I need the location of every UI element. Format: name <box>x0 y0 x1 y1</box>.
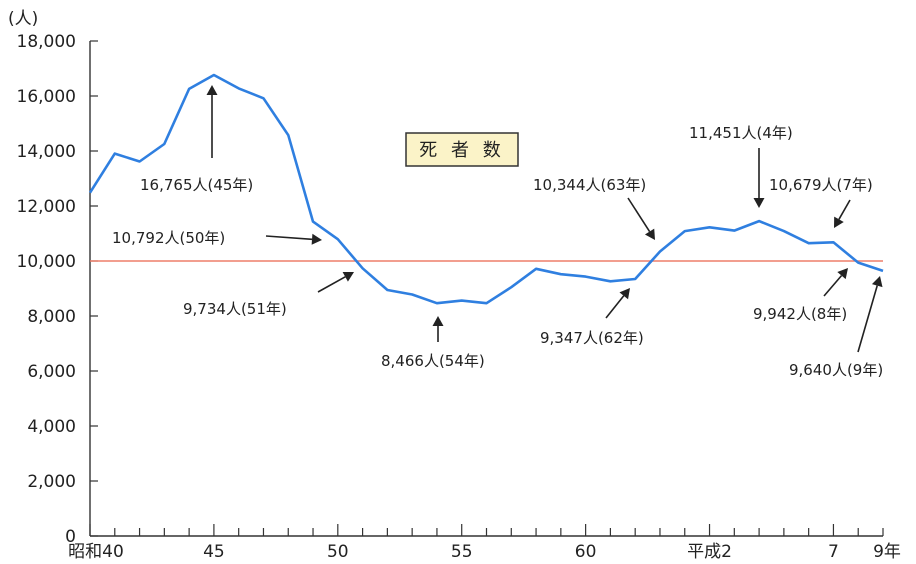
annotation: 9,640人(9年) <box>789 276 883 379</box>
y-tick-label: 12,000 <box>17 197 76 217</box>
annotation: 10,792人(50年) <box>112 229 322 247</box>
annotation: 9,347人(62年) <box>540 288 644 347</box>
annotation-arrow-shaft <box>627 197 651 233</box>
annotation-arrow-head <box>342 272 354 282</box>
y-tick-label: 14,000 <box>17 142 76 162</box>
x-tick-label: 60 <box>575 542 597 562</box>
annotation-label: 9,347人(62年) <box>540 329 644 347</box>
annotation-label: 9,942人(8年) <box>753 305 847 323</box>
annotation-arrow-shaft <box>605 295 625 319</box>
annotation: 8,466人(54年) <box>381 316 485 370</box>
x-axis: 昭和40 45 50 55 60 平成2 7 9年 <box>68 524 901 562</box>
annotation-arrow-head <box>871 276 883 288</box>
x-tick-label: 45 <box>203 542 225 562</box>
annotation: 16,765人(45年) <box>140 85 253 194</box>
chart-title-box: 死 者 数 <box>405 132 519 167</box>
annotation: 9,942人(8年) <box>753 268 848 323</box>
annotation-arrow-head <box>834 216 844 228</box>
annotation-label: 9,734人(51年) <box>183 300 287 318</box>
x-tick-label: 7 <box>828 542 839 562</box>
y-unit-label: (人) <box>8 9 38 29</box>
y-tick-label: 18,000 <box>17 32 76 52</box>
y-tick-label: 6,000 <box>27 362 76 382</box>
chart-title: 死 者 数 <box>419 140 504 161</box>
annotation-label: 8,466人(54年) <box>381 352 485 370</box>
annotation-arrow-head <box>432 316 444 326</box>
annotation-arrow-shaft <box>857 285 878 353</box>
annotation-arrow-head <box>837 268 848 280</box>
annotation: 11,451人(4年) <box>689 124 793 208</box>
annotation-label: 10,679人(7年) <box>769 176 873 194</box>
y-axis: 0 2,000 4,000 6,000 8,000 10,000 12,000 14,000 1… <box>17 32 98 547</box>
x-tick-label: 昭和40 <box>68 542 124 562</box>
annotation-arrow-head <box>311 233 322 245</box>
annotation-label: 16,765人(45年) <box>140 176 253 194</box>
annotation-arrow-shaft <box>823 275 843 297</box>
series-line <box>88 73 884 305</box>
y-tick-label: 10,000 <box>17 252 76 272</box>
annotation-arrow-head <box>619 288 630 300</box>
y-tick-label: 8,000 <box>27 307 76 327</box>
annotation-label: 10,792人(50年) <box>112 229 225 247</box>
annotation-label: 9,640人(9年) <box>789 361 883 379</box>
x-tick-label: 9年 <box>873 542 901 562</box>
x-tick-label: 55 <box>451 542 473 562</box>
annotation: 9,734人(51年) <box>183 272 354 318</box>
annotation-arrow-shaft <box>317 276 346 293</box>
annotations: 16,765人(45年) 10,792人(50年) 9,734人(51年) 8,466… <box>112 85 883 379</box>
annotation-arrow-head <box>753 198 765 208</box>
chart-title-frame <box>405 132 519 167</box>
annotation-arrow-shaft <box>265 235 313 241</box>
y-tick-label: 16,000 <box>17 87 76 107</box>
y-tick-label: 4,000 <box>27 417 76 437</box>
annotation-arrow-head <box>206 85 218 95</box>
y-tick-label: 0 <box>65 527 76 547</box>
annotation-arrow-shaft <box>838 199 851 220</box>
x-tick-label: 平成2 <box>687 542 732 562</box>
annotation-arrow-head <box>644 228 655 240</box>
annotation-label: 11,451人(4年) <box>689 124 793 142</box>
annotation: 10,344人(63年) <box>533 176 655 240</box>
annotation-label: 10,344人(63年) <box>533 176 646 194</box>
annotation: 10,679人(7年) <box>769 176 873 228</box>
x-tick-label: 50 <box>327 542 349 562</box>
y-tick-label: 2,000 <box>27 472 76 492</box>
